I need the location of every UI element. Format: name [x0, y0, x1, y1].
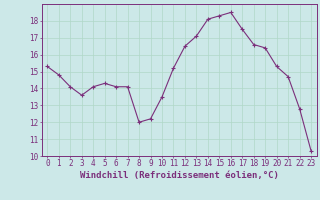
X-axis label: Windchill (Refroidissement éolien,°C): Windchill (Refroidissement éolien,°C): [80, 171, 279, 180]
